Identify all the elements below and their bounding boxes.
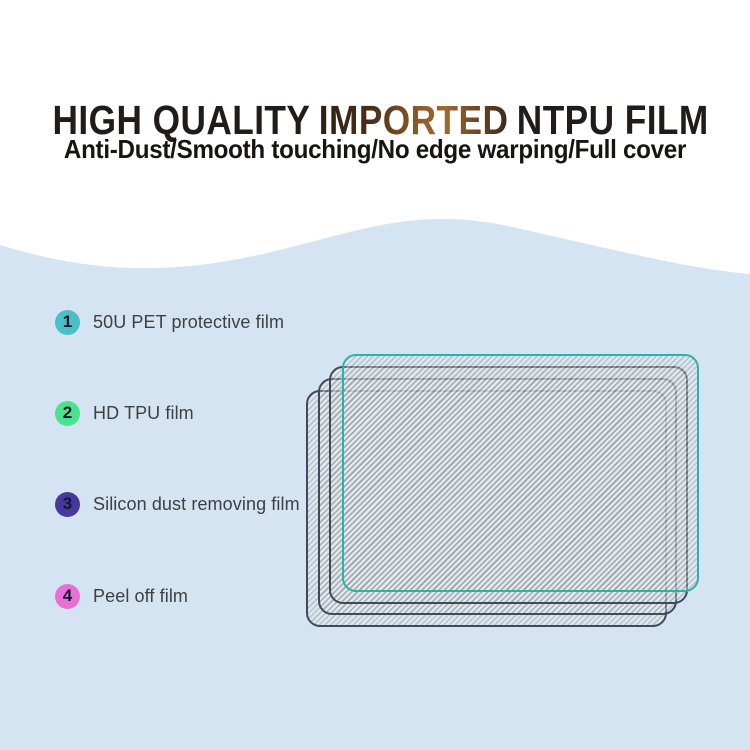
title-trailing: NTPU FILM bbox=[516, 97, 709, 144]
layer-item-4: 4 Peel off film bbox=[55, 583, 188, 609]
layer-number-badge-2: 2 bbox=[55, 400, 80, 426]
film-sheet-middle-1 bbox=[329, 366, 688, 604]
page-subtitle: Anti-Dust/Smooth touching/No edge warpin… bbox=[63, 134, 687, 164]
layer-label-3: Silicon dust removing film bbox=[93, 493, 300, 514]
film-sheet-top bbox=[342, 354, 699, 592]
layer-label-4: Peel off film bbox=[93, 585, 189, 606]
layer-label-1: 50U PET protective film bbox=[93, 311, 285, 332]
film-sheet-middle-2 bbox=[318, 378, 677, 615]
layer-number-badge-3: 3 bbox=[55, 491, 80, 517]
layer-number-badge-4: 4 bbox=[55, 583, 80, 609]
white-wave-shape bbox=[0, 0, 750, 274]
title-leading: HIGH QUALITY bbox=[52, 97, 311, 144]
layer-item-2: 2 HD TPU film bbox=[55, 400, 194, 426]
layer-item-3: 3 Silicon dust removing film bbox=[55, 491, 300, 517]
layer-number-badge-1: 1 bbox=[55, 309, 80, 335]
film-sheet-back bbox=[306, 390, 667, 627]
page-title: HIGH QUALITY IMPORTED NTPU FILM bbox=[52, 97, 709, 144]
layer-label-2: HD TPU film bbox=[93, 402, 194, 423]
film-stack-illustration bbox=[306, 354, 700, 628]
title-highlight-imported: IMPORTED bbox=[318, 97, 509, 144]
layer-item-1: 1 50U PET protective film bbox=[55, 309, 284, 335]
